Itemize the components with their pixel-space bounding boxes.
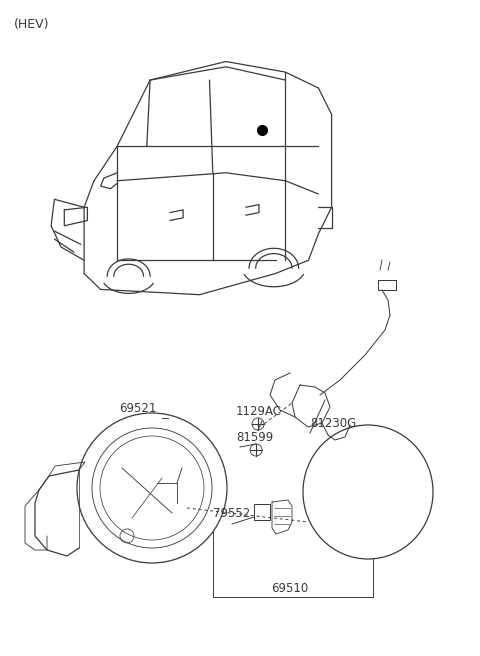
Text: 1129AC: 1129AC [236, 405, 282, 418]
Text: 69510: 69510 [271, 582, 309, 595]
Text: 81230G: 81230G [310, 417, 356, 430]
Text: (HEV): (HEV) [14, 18, 49, 31]
Text: 79552: 79552 [213, 507, 250, 520]
Text: 81599: 81599 [236, 431, 273, 444]
Text: 69521: 69521 [120, 402, 156, 415]
